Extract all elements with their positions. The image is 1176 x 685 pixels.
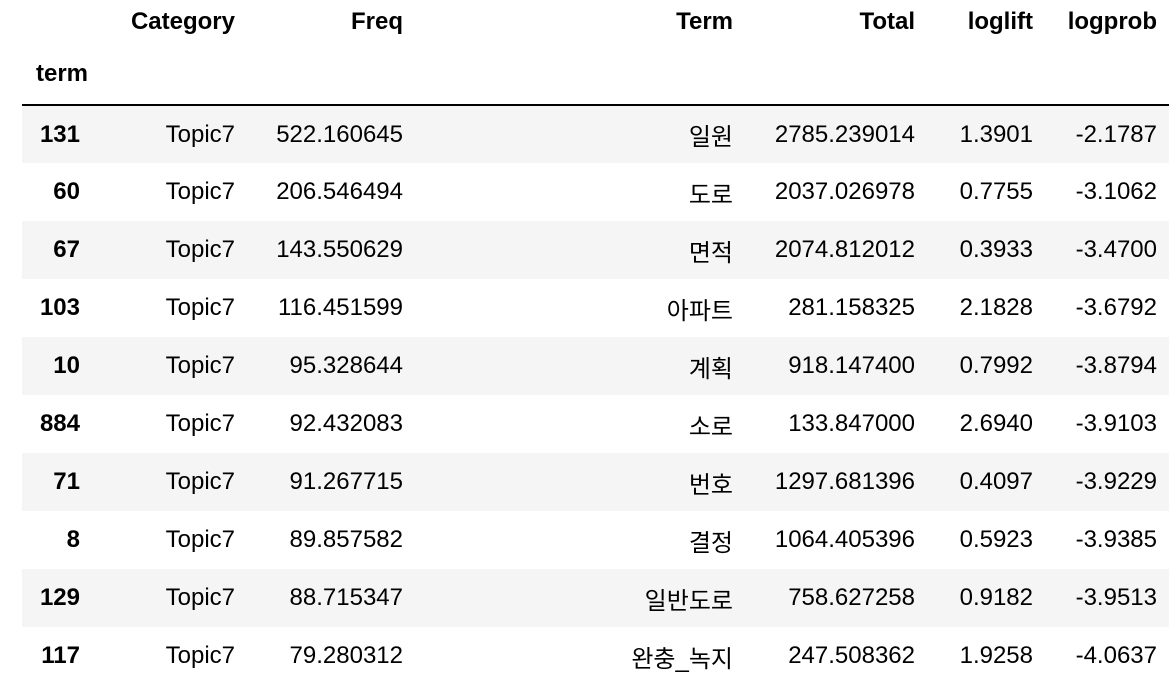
cell-category: Topic7 — [165, 410, 235, 437]
table-row: 103 Topic7 116.451599 아파트 281.158325 2.1828 -3… — [22, 279, 1169, 337]
cell-term: 아파트 — [666, 297, 733, 325]
table-row: 60 Topic7 206.546494 도로 2037.026978 0.7755 -3.… — [22, 163, 1169, 221]
cell-loglift: 0.5923 — [959, 526, 1033, 553]
cell-term: 결정 — [688, 529, 733, 557]
cell-freq: 522.160645 — [276, 120, 403, 148]
cell-loglift: 0.7755 — [959, 178, 1033, 205]
cell-term: 도로 — [688, 181, 733, 209]
cell-logprob: -3.9513 — [1075, 584, 1157, 611]
cell-logprob: -3.9229 — [1075, 468, 1157, 495]
table-row: 129 Topic7 88.715347 일반도로 758.627258 0.9182 -3… — [22, 569, 1169, 627]
cell-total: 758.627258 — [788, 584, 915, 611]
cell-loglift: 0.7992 — [959, 352, 1033, 379]
cell-category: Topic7 — [165, 352, 235, 379]
column-header-loglift: loglift — [967, 8, 1033, 35]
cell-freq: 92.432083 — [289, 410, 403, 437]
cell-term: 소로 — [688, 413, 733, 441]
cell-total: 281.158325 — [788, 294, 915, 321]
index-name-row: term — [22, 44, 1169, 106]
cell-freq: 95.328644 — [289, 352, 403, 379]
cell-loglift: 1.9258 — [959, 642, 1033, 669]
cell-term: 번호 — [688, 471, 733, 499]
cell-term: 완충_녹지 — [631, 645, 733, 673]
cell-term: 계획 — [688, 355, 733, 383]
cell-freq: 89.857582 — [289, 526, 403, 553]
cell-category: Topic7 — [165, 584, 235, 611]
index-name: term — [22, 44, 106, 106]
cell-total: 2785.239014 — [774, 120, 915, 148]
row-index: 117 — [41, 642, 80, 669]
row-index: 71 — [53, 468, 80, 495]
cell-logprob: -3.9385 — [1075, 526, 1157, 553]
row-index: 103 — [39, 294, 80, 321]
table-header: Category Freq Term Total loglift logprob… — [22, 0, 1169, 106]
cell-loglift: 0.4097 — [959, 468, 1033, 495]
cell-loglift: 2.1828 — [959, 294, 1033, 321]
cell-total: 247.508362 — [788, 642, 915, 669]
table-body: 131 Topic7 522.160645 일원 2785.239014 1.3901 -2… — [22, 105, 1169, 685]
cell-logprob: -2.1787 — [1075, 120, 1157, 148]
cell-loglift: 1.3901 — [959, 120, 1033, 148]
column-header-total: Total — [859, 8, 915, 35]
cell-freq: 91.267715 — [289, 468, 403, 495]
cell-category: Topic7 — [165, 642, 235, 669]
table-row: 67 Topic7 143.550629 면적 2074.812012 0.3933 -3.… — [22, 221, 1169, 279]
column-header-row: Category Freq Term Total loglift logprob — [22, 0, 1169, 44]
cell-term: 일반도로 — [644, 587, 733, 615]
column-header-category: Category — [130, 8, 235, 35]
cell-category: Topic7 — [165, 178, 235, 205]
cell-freq: 206.546494 — [276, 178, 403, 205]
cell-category: Topic7 — [165, 526, 235, 553]
table-row: 117 Topic7 79.280312 완충_녹지 247.508362 1.9258 -… — [22, 627, 1169, 685]
table-row: 71 Topic7 91.267715 번호 1297.681396 0.4097 -3.9… — [22, 453, 1169, 511]
column-header-term: Term — [676, 8, 733, 35]
index-header-blank — [22, 0, 106, 44]
row-index: 884 — [39, 410, 80, 437]
cell-freq: 116.451599 — [277, 294, 403, 321]
cell-freq: 79.280312 — [289, 642, 403, 669]
cell-freq: 88.715347 — [289, 584, 403, 611]
row-index: 10 — [53, 352, 80, 379]
table-row: 131 Topic7 522.160645 일원 2785.239014 1.3901 -2… — [22, 105, 1169, 163]
cell-loglift: 0.3933 — [959, 236, 1033, 263]
table-row: 8 Topic7 89.857582 결정 1064.405396 0.5923 -3.93… — [22, 511, 1169, 569]
cell-category: Topic7 — [165, 294, 235, 321]
dataframe-table: Category Freq Term Total loglift logprob… — [22, 0, 1169, 685]
row-index: 60 — [53, 178, 80, 205]
table-row: 884 Topic7 92.432083 소로 133.847000 2.6940 -3.9… — [22, 395, 1169, 453]
cell-logprob: -3.4700 — [1075, 236, 1157, 263]
cell-category: Topic7 — [165, 120, 235, 148]
cell-total: 1064.405396 — [774, 526, 915, 553]
cell-category: Topic7 — [165, 468, 235, 495]
table-row: 10 Topic7 95.328644 계획 918.147400 0.7992 -3.87… — [22, 337, 1169, 395]
cell-logprob: -3.6792 — [1075, 294, 1157, 321]
cell-loglift: 2.6940 — [959, 410, 1033, 437]
column-header-logprob: logprob — [1067, 8, 1157, 35]
cell-logprob: -3.1062 — [1075, 178, 1157, 205]
cell-total: 2037.026978 — [774, 178, 915, 205]
row-index: 67 — [53, 236, 80, 263]
cell-loglift: 0.9182 — [959, 584, 1033, 611]
cell-total: 918.147400 — [788, 352, 915, 379]
cell-total: 2074.812012 — [774, 236, 915, 263]
row-index: 8 — [66, 526, 80, 553]
cell-logprob: -4.0637 — [1075, 642, 1157, 669]
row-index: 131 — [39, 120, 80, 148]
cell-total: 1297.681396 — [774, 468, 915, 495]
row-index: 129 — [39, 584, 80, 611]
cell-freq: 143.550629 — [276, 236, 403, 263]
cell-category: Topic7 — [165, 236, 235, 263]
cell-total: 133.847000 — [788, 410, 915, 437]
cell-term: 면적 — [688, 239, 733, 267]
cell-logprob: -3.8794 — [1075, 352, 1157, 379]
column-header-freq: Freq — [350, 8, 403, 35]
cell-logprob: -3.9103 — [1075, 410, 1157, 437]
cell-term: 일원 — [688, 124, 733, 151]
